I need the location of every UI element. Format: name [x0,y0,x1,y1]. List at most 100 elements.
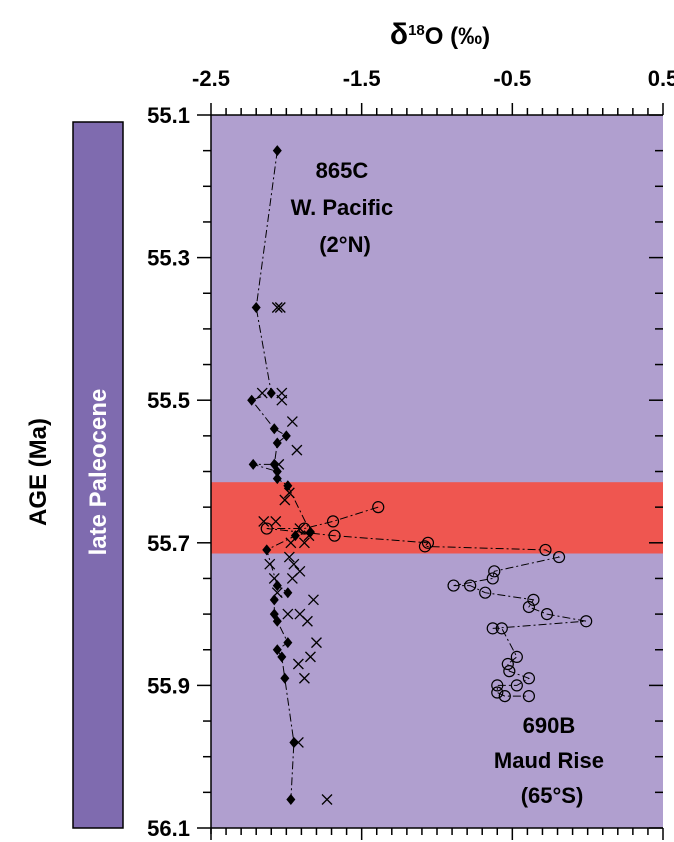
cross-point [298,537,310,549]
circle-point [326,515,340,528]
cross-point [274,302,286,313]
cross-point [283,487,295,499]
circle-point [522,672,536,685]
chart-title: δ18O (‰) [390,18,490,51]
circle-point [522,689,536,703]
site-690b-line-3: (65°S) [521,783,584,808]
y-axis-label: AGE (Ma) [25,418,52,526]
circle-point [418,540,432,553]
cross-point [270,515,282,527]
diamond-point [281,430,291,442]
cross-point [311,637,322,649]
circle-point [491,686,504,699]
circle-point [510,650,523,663]
epoch-bar [72,121,124,829]
cross-point [285,537,297,549]
cross-point [286,416,298,428]
y-tick-label: 55.9 [147,673,190,698]
y-tick-label: 55.5 [147,388,190,413]
cross-point [292,736,304,748]
site-690b-line-1: 690B [523,713,576,738]
site-865c-line-1: 865C [316,158,369,183]
circle-point [328,529,341,542]
cross-point [256,387,268,399]
circle-point [447,579,460,592]
cross-point [273,458,285,470]
event-band [211,482,663,554]
y-tick-label: 55.7 [147,531,190,556]
diamond-point [248,458,258,470]
cross-point [307,594,319,606]
circle-point [501,657,514,671]
circle-point [539,543,552,557]
diamond-point [251,302,261,314]
circle-point [372,501,385,514]
diamond-point [290,530,300,542]
cross-point [268,572,280,584]
epoch-label: late Paleocene [85,389,112,556]
axes-layer: -2.5 -1.5 -0.5 0.5 55.1 55.3 55.5 55.7 55.9 56.1 [147,66,674,841]
diamond-point [277,651,287,663]
circle-point [495,622,508,635]
circle-point [510,679,523,692]
diamond-point [283,587,293,599]
x-tick-label: -2.5 [192,66,230,91]
x-tick-label: -0.5 [493,66,531,91]
circle-point [491,679,504,692]
cross-point [304,651,316,663]
diamond-point [272,615,282,627]
site-865c-line-2: W. Pacific [291,195,394,220]
cross-point [301,615,313,627]
circle-point [580,615,593,628]
y-tick-label: 55.3 [147,246,190,271]
circle-point [540,607,554,621]
diamond-point [272,145,282,157]
diamond-point [272,644,282,656]
circle-point [464,579,477,592]
circle-point [552,550,566,564]
cross-point [276,394,288,406]
diamond-point [280,672,290,684]
title-delta: δ [390,18,408,51]
circle-point [527,593,540,606]
circle-point [486,572,499,585]
diamond-point [272,437,282,449]
site-865c-line-3: (2°N) [319,232,371,257]
cross-point [286,572,298,584]
y-tick-label: 55.1 [147,103,190,128]
diamond-point [283,637,293,649]
circle-point [503,665,516,678]
data-marks [247,145,593,805]
title-rest: O (‰) [425,23,490,50]
circle-point [522,600,536,614]
plot-area [211,115,663,828]
diamond-point [247,394,257,406]
site-690b-line-2: Maud Rise [494,748,604,773]
diamond-point [286,793,296,805]
circle-point [421,536,435,549]
cross-point [283,551,295,563]
cross-point [321,794,333,805]
cross-point [303,530,315,542]
cross-point [298,672,310,684]
x-tick-label: -1.5 [343,66,381,91]
site-690b-annotation: 690B Maud Rise (65°S) [494,713,610,808]
y-tick-label: 56.1 [147,816,190,841]
cross-point [271,302,283,313]
circle-point [479,586,492,599]
circle-point [488,565,501,578]
cross-point [292,658,304,670]
diamond-point [262,544,272,556]
cross-point [264,558,276,570]
cross-point [291,444,303,456]
cross-point [271,587,283,599]
circle-point [298,522,311,535]
cross-point [279,494,291,506]
cross-point [258,515,270,527]
cross-point [294,523,306,534]
cross-point [282,608,294,620]
x-tick-label: 0.5 [648,66,674,91]
site-865c-annotation: 865C W. Pacific (2°N) [291,158,400,257]
diamond-point [272,473,282,485]
